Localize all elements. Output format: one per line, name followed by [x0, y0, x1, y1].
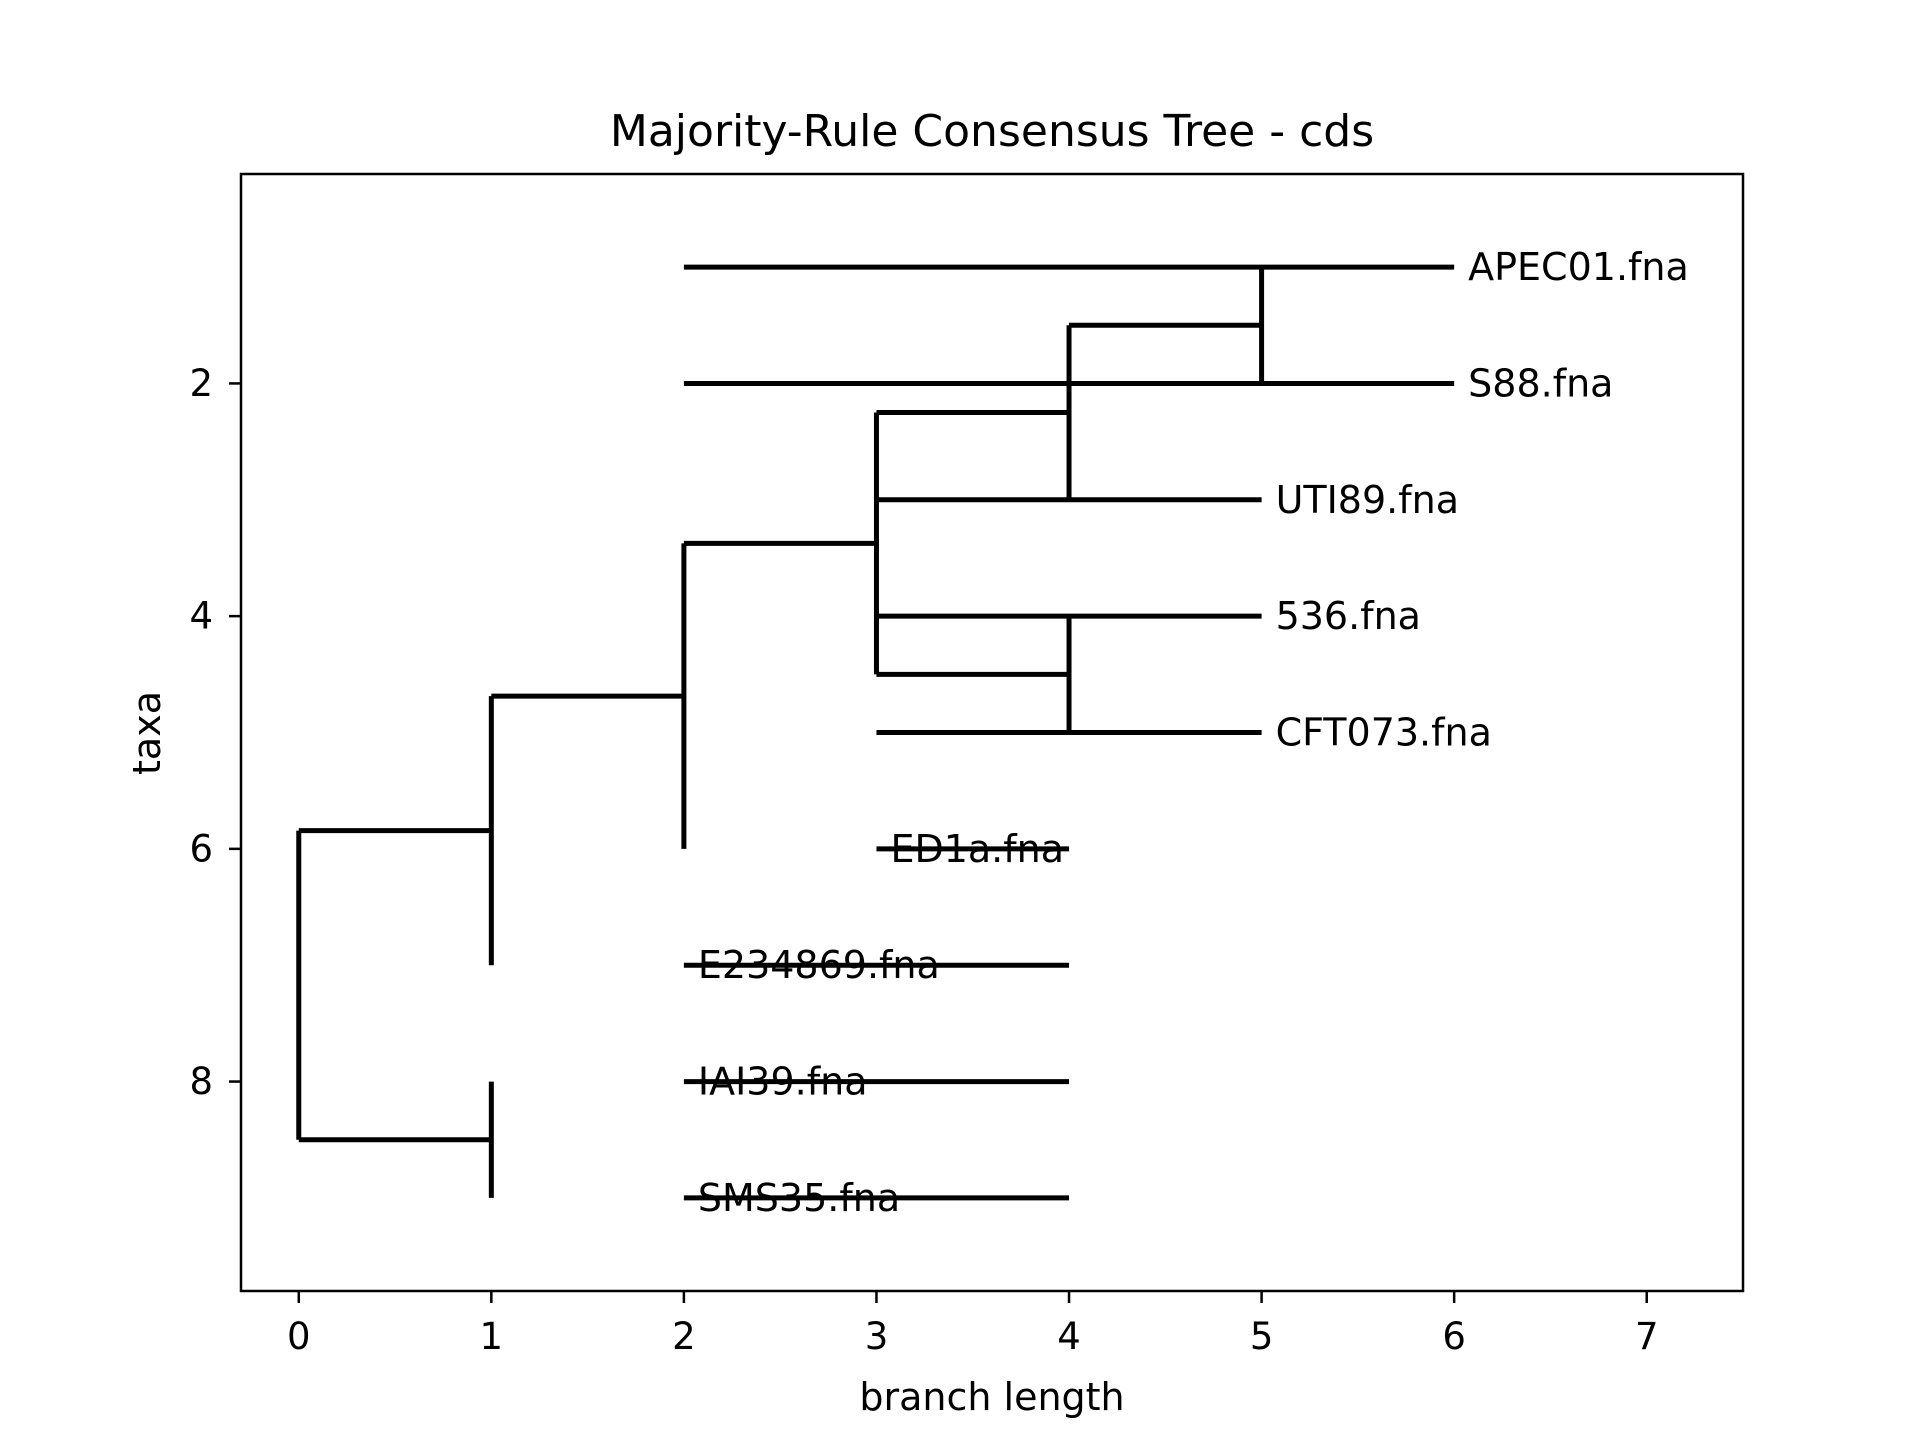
- y-axis-ticks: 2 4 6 8: [189, 362, 241, 1103]
- y-axis-label: taxa: [125, 691, 169, 775]
- y-tick-label: 2: [189, 362, 213, 405]
- y-tick-label: 8: [189, 1060, 213, 1103]
- tree-branches: [296, 264, 1455, 1201]
- leaf-label: IAI39.fna: [698, 1060, 868, 1104]
- x-tick-label: 0: [287, 1315, 311, 1358]
- x-tick-label: 7: [1635, 1315, 1659, 1358]
- plot-frame: [239, 172, 1745, 1293]
- leaf-label: CFT073.fna: [1276, 711, 1492, 755]
- x-axis-ticks: 0 1 2 3 4 5 6 7: [287, 1291, 1658, 1358]
- leaf-label: SMS35.fna: [698, 1176, 900, 1220]
- x-axis-label: branch length: [859, 1375, 1124, 1419]
- x-tick-label: 2: [672, 1315, 696, 1358]
- leaf-label: UTI89.fna: [1276, 478, 1459, 522]
- leaf-label: APEC01.fna: [1468, 245, 1689, 289]
- leaf-label: 536.fna: [1276, 594, 1421, 638]
- leaf-label: ED1a.fna: [890, 827, 1064, 871]
- x-tick-label: 1: [480, 1315, 504, 1358]
- leaf-labels: APEC01.fna S88.fna UTI89.fna 536.fna CFT073.…: [698, 245, 1689, 1220]
- chart-title: Majority-Rule Consensus Tree - cds: [610, 106, 1374, 157]
- leaf-label: E234869.fna: [698, 943, 940, 987]
- x-tick-label: 6: [1442, 1315, 1466, 1358]
- x-tick-label: 5: [1250, 1315, 1274, 1358]
- y-tick-label: 4: [189, 595, 213, 638]
- y-tick-label: 6: [189, 827, 213, 870]
- x-tick-label: 3: [865, 1315, 889, 1358]
- x-tick-label: 4: [1057, 1315, 1081, 1358]
- leaf-label: S88.fna: [1468, 361, 1613, 405]
